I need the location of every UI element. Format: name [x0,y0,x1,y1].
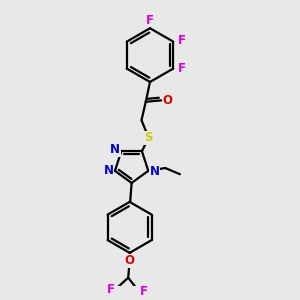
Text: S: S [144,131,153,144]
Text: F: F [178,62,186,75]
Text: N: N [110,143,120,156]
Text: F: F [107,284,115,296]
Text: O: O [163,94,172,107]
Text: N: N [104,164,114,177]
Text: F: F [178,34,186,47]
Text: N: N [149,165,160,178]
Text: F: F [140,285,148,298]
Text: O: O [124,254,135,267]
Text: F: F [146,14,153,27]
